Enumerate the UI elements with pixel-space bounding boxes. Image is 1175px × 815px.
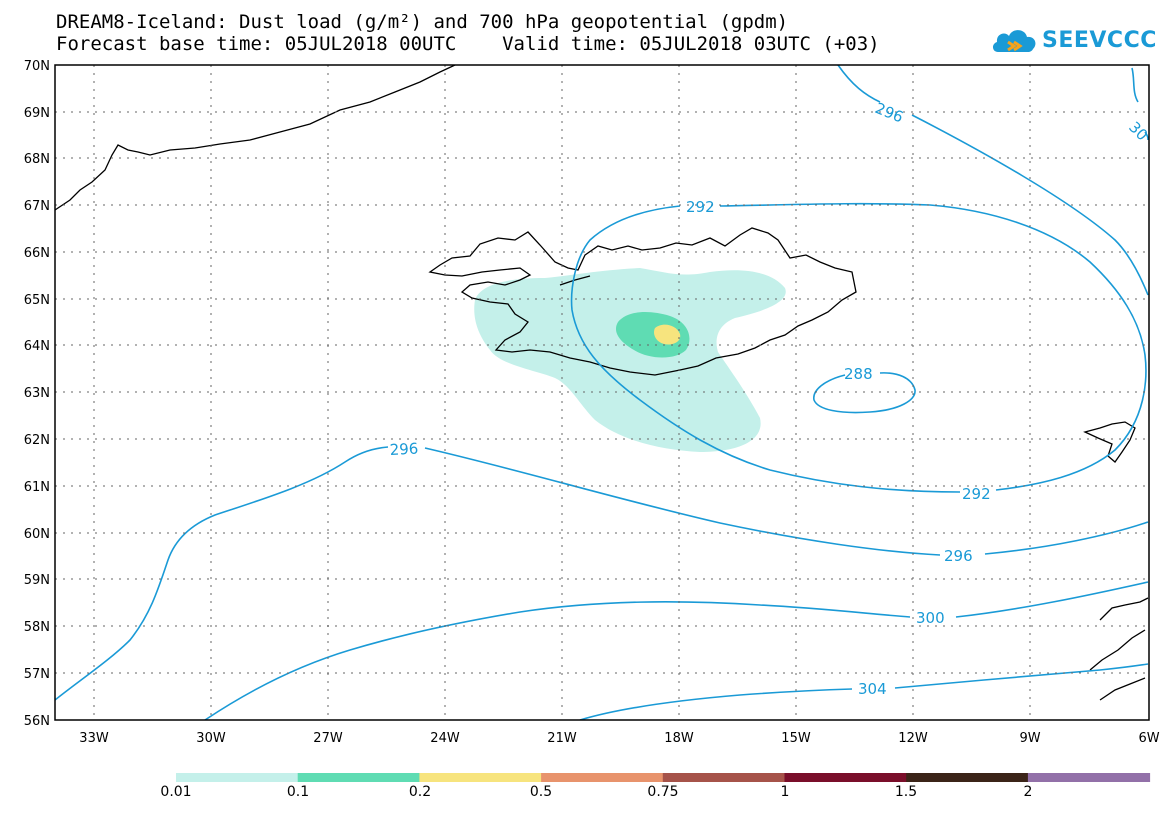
lon-label: 30W: [196, 731, 226, 746]
lon-label: 24W: [430, 731, 460, 746]
lon-label: 33W: [79, 731, 109, 746]
legend-label: 0.1: [286, 784, 310, 800]
legend-label: 1.5: [894, 784, 918, 800]
dust-area-low: [474, 268, 786, 452]
lon-label: 12W: [898, 731, 928, 746]
lat-label: 69N: [24, 106, 50, 121]
lat-label: 66N: [24, 246, 50, 261]
latitude-axis: 70N 69N 68N 67N 66N 65N 64N 63N 62N 61N …: [24, 59, 50, 729]
lat-label: 56N: [24, 714, 50, 729]
longitude-axis: 33W 30W 27W 24W 21W 18W 15W 12W 9W 6W: [79, 731, 1159, 746]
lat-label: 57N: [24, 667, 50, 682]
map-frame: [54, 64, 1150, 721]
lat-label: 68N: [24, 152, 50, 167]
legend-label: 1: [780, 784, 790, 800]
legend-label: 2: [1023, 784, 1033, 800]
lat-label: 62N: [24, 433, 50, 448]
logo-text: SEEVCCC: [1042, 28, 1157, 53]
legend-swatch: [662, 773, 785, 782]
contour-label-30: 30: [1125, 118, 1151, 144]
cloud-icon: [992, 30, 1036, 52]
contour-label-304: 304: [858, 680, 887, 698]
dust-area-high: [654, 324, 681, 345]
lat-label: 67N: [24, 199, 50, 214]
forecast-time-line: Forecast base time: 05JUL2018 00UTC Vali…: [56, 33, 880, 55]
lat-label: 58N: [24, 620, 50, 635]
lat-label: 60N: [24, 527, 50, 542]
contour-label-300: 300: [916, 609, 945, 627]
contour-label-296-north: 296: [873, 99, 906, 126]
legend-swatch: [541, 773, 664, 782]
legend-swatch: [176, 773, 299, 782]
color-legend-bar: [176, 773, 1151, 782]
lon-label: 9W: [1019, 731, 1040, 746]
lat-label: 64N: [24, 339, 50, 354]
legend-swatch: [1027, 773, 1151, 782]
contour-labels: 296 30 292 288 296 292 296 300 304: [389, 99, 1151, 698]
lat-label: 63N: [24, 386, 50, 401]
legend-label: 0.01: [160, 784, 192, 800]
lon-label: 6W: [1138, 731, 1159, 746]
seevccc-logo: SEEVCCC: [990, 22, 1170, 58]
legend-swatch: [784, 773, 907, 782]
lat-label: 59N: [24, 573, 50, 588]
lon-label: 27W: [313, 731, 343, 746]
legend-label: 0.75: [647, 784, 679, 800]
legend-label: 0.2: [408, 784, 432, 800]
geopotential-contours: [55, 65, 1149, 720]
dust-area-mid: [615, 312, 690, 358]
legend-label: 0.5: [529, 784, 553, 800]
contour-label-292-south: 292: [962, 485, 991, 503]
lon-label: 21W: [547, 731, 577, 746]
lon-label: 15W: [781, 731, 811, 746]
coastlines: [55, 65, 1149, 701]
lat-label: 70N: [24, 59, 50, 74]
map-grid: [55, 65, 1149, 720]
contour-label-288: 288: [844, 365, 873, 383]
contour-label-296-south: 296: [944, 547, 973, 565]
lon-label: 18W: [664, 731, 694, 746]
lat-label: 61N: [24, 480, 50, 495]
map-title: DREAM8-Iceland: Dust load (g/m²) and 700…: [56, 11, 789, 33]
contour-label-292-north: 292: [686, 198, 715, 216]
contour-label-296-west: 296: [389, 440, 419, 459]
lat-label: 65N: [24, 293, 50, 308]
legend-swatch: [419, 773, 542, 782]
legend-swatch: [906, 773, 1029, 782]
legend-swatch: [297, 773, 420, 782]
